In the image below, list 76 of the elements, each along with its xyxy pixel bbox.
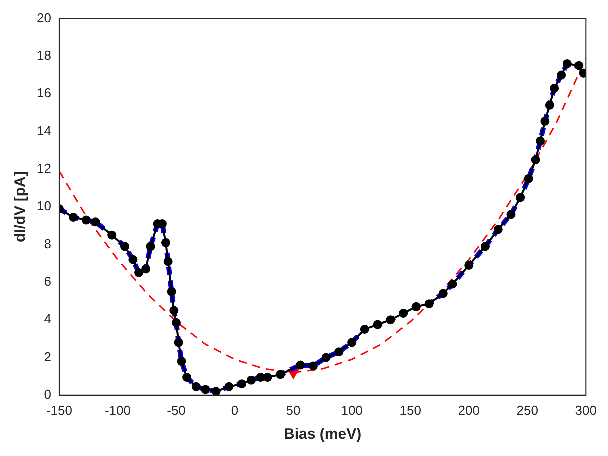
point [557,70,566,80]
point [246,376,256,385]
point [516,193,526,202]
point [481,242,490,252]
point [170,306,179,316]
point [238,380,247,389]
x-tick-label: -50 [167,402,186,418]
x-tick-label: 100 [341,402,363,418]
y-tick-label: 0 [44,386,52,402]
point [82,216,91,225]
x-axis-title: Bias (meV) [284,426,362,444]
point [192,382,201,392]
point [540,116,550,126]
point [412,302,421,312]
x-tick-label: 50 [286,402,301,418]
x-tick-label: -150 [46,402,72,418]
point [373,320,382,330]
point [308,362,318,371]
x-tick-label: 200 [458,402,480,418]
point [212,387,221,396]
x-tick-label: 150 [400,402,422,418]
point [108,230,117,240]
y-tick-label: 18 [36,48,52,64]
point [448,280,458,289]
point [172,318,182,328]
point [550,84,560,93]
point [201,385,210,394]
point [424,300,434,309]
point [69,212,78,222]
point [348,338,357,348]
y-tick-label: 16 [36,86,52,101]
point [536,136,546,146]
point [360,324,370,334]
point [177,357,186,366]
y-tick-label: 14 [36,123,52,138]
point [464,260,474,270]
point [256,373,266,382]
point [545,100,554,110]
point [91,218,100,227]
x-tick-label: 300 [575,402,598,418]
point [399,308,408,318]
point [296,360,306,370]
point [224,382,234,392]
point [574,61,584,70]
point [334,348,344,357]
point [322,353,331,362]
point [438,289,448,298]
y-tick-label: 20 [36,10,52,26]
point [146,242,156,252]
y-tick-label: 10 [36,198,52,214]
point [494,225,503,234]
y-axis-title: dI/dV [pA] [12,172,30,243]
point [276,370,286,380]
point [506,210,516,220]
point [174,338,184,348]
y-tick-label: 4 [44,312,52,327]
point [128,255,138,264]
point [531,156,540,165]
point [120,242,130,252]
point [263,373,272,382]
y-tick-label: 2 [44,349,52,364]
point [386,316,396,325]
point [524,174,534,184]
point [164,257,173,266]
y-tick-label: 6 [44,274,52,289]
point [182,373,192,382]
point [167,287,176,296]
point [134,268,144,278]
y-tick-label: 8 [44,236,52,252]
point [142,264,151,274]
point [161,238,170,248]
x-tick-label: 0 [231,402,239,418]
point [562,59,572,68]
y-tick-label: 12 [36,161,52,176]
x-tick-label: -100 [104,402,131,418]
x-tick-label: 250 [516,402,538,418]
